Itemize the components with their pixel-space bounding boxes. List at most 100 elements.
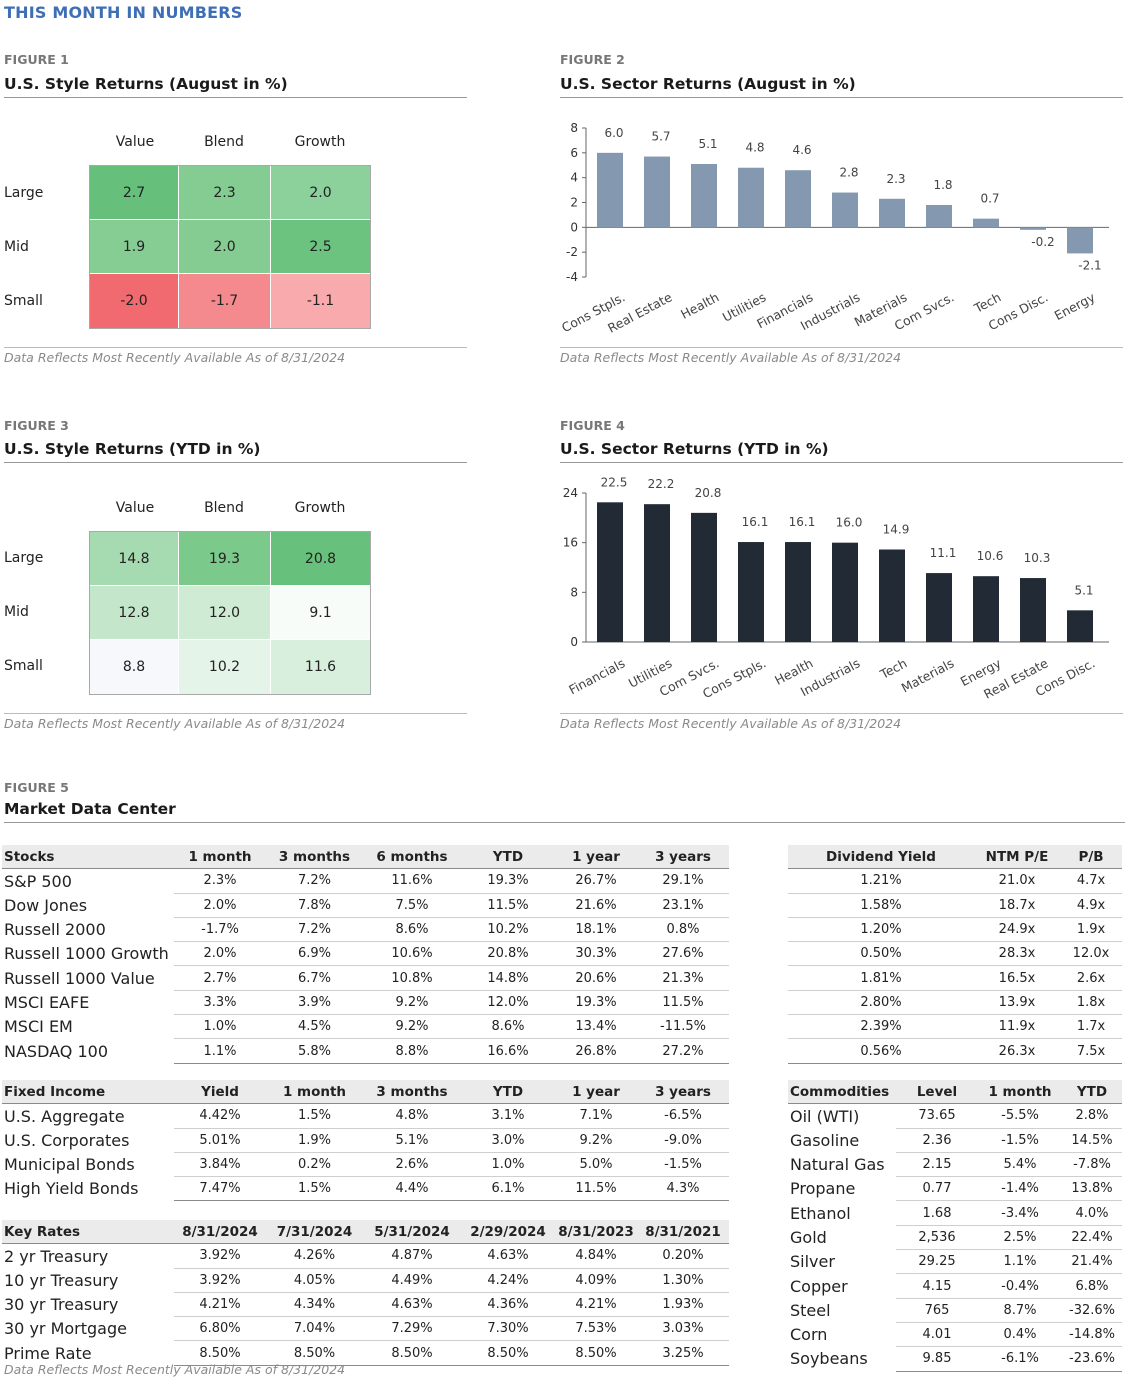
table-cell: 1.1% <box>174 1038 266 1064</box>
table-cell: -6.5% <box>637 1103 729 1129</box>
table-row: Municipal Bonds 3.84% 0.2% 2.6% 1.0% 5.0% -1.5… <box>2 1152 729 1178</box>
data-label: 5.7 <box>651 130 670 144</box>
y-tick-label: 2 <box>570 196 578 210</box>
table-cell: 21.4% <box>1062 1249 1122 1275</box>
table-cell: 6.9% <box>266 941 363 967</box>
table-cell: 6.80% <box>174 1316 266 1342</box>
table-cell: 6.7% <box>266 965 363 991</box>
table-cell: -7.8% <box>1062 1152 1122 1178</box>
fig1-cell-large-blend: 2.3 <box>179 166 271 220</box>
data-label: 0.7 <box>980 192 999 206</box>
table-cell: 9.2% <box>363 990 461 1016</box>
data-label: 22.5 <box>601 475 628 489</box>
category-label: Financials <box>566 655 627 697</box>
category-label: Energy <box>1052 289 1098 323</box>
table-cell: 2.7% <box>174 965 266 991</box>
column-header: Dividend Yield <box>788 845 974 870</box>
table-row: 30 yr Treasury 4.21% 4.34% 4.63% 4.36% 4.21% 1… <box>2 1292 729 1318</box>
table-cell: 13.9x <box>974 990 1060 1016</box>
table-cell: 2.8% <box>1062 1103 1122 1129</box>
table-cell: 11.5% <box>555 1176 637 1202</box>
figure-4-title-rule <box>560 462 1123 463</box>
fig1-col-value: Value <box>115 134 155 150</box>
table-cell: 4.15 <box>896 1273 978 1299</box>
table-cell: 9.2% <box>363 1014 461 1040</box>
bar <box>738 542 764 642</box>
fig3-cell-small-blend: 10.2 <box>179 640 271 694</box>
table-cell: 8.6% <box>363 917 461 943</box>
fig1-cell-mid-growth: 2.5 <box>271 220 370 274</box>
fig1-cell-mid-blend: 2.0 <box>179 220 271 274</box>
data-label: 16.1 <box>789 515 816 529</box>
fig1-style-grid: 2.7 2.3 2.0 1.9 2.0 2.5 -2.0 -1.7 -1.1 <box>89 165 371 329</box>
table-cell: -11.5% <box>637 1014 729 1040</box>
table-cell: 11.5% <box>461 893 555 918</box>
table-cell: 30.3% <box>555 941 637 967</box>
y-tick-label: 4 <box>570 171 578 185</box>
row-label: NASDAQ 100 <box>4 1041 108 1061</box>
table-cell: 26.3x <box>974 1038 1060 1064</box>
table-cell: 4.49% <box>363 1268 461 1293</box>
table-cell: -14.8% <box>1062 1322 1122 1348</box>
fig1-row-large: Large <box>4 185 44 201</box>
table-cell: 5.4% <box>978 1152 1062 1178</box>
row-label: Russell 1000 Growth <box>4 944 169 964</box>
data-label: 16.1 <box>742 515 769 529</box>
table-cell: 5.01% <box>174 1128 266 1153</box>
table-cell: 4.0% <box>1062 1200 1122 1226</box>
table-cell: 4.4% <box>363 1176 461 1202</box>
table-cell: 4.8% <box>363 1103 461 1129</box>
bar <box>785 170 811 228</box>
figure-1-title-rule <box>4 97 467 98</box>
table-row: 1.20% 24.9x 1.9x <box>788 917 1122 943</box>
table-cell: 12.0% <box>461 990 555 1016</box>
data-label: 10.6 <box>977 549 1004 563</box>
table-cell: 4.84% <box>555 1243 637 1269</box>
table-row: Gasoline 2.36 -1.5% 14.5% <box>788 1128 1122 1153</box>
column-header: Commodities <box>788 1080 896 1105</box>
fig1-cell-small-blend: -1.7 <box>179 274 271 328</box>
table-cell: 1.93% <box>637 1292 729 1318</box>
fig3-cell-mid-value: 12.8 <box>90 586 179 640</box>
figure-4-title: U.S. Sector Returns (YTD in %) <box>560 440 829 458</box>
data-label: 5.1 <box>698 137 717 151</box>
table-row: Corn 4.01 0.4% -14.8% <box>788 1322 1122 1348</box>
table-header-row: Dividend Yield NTM P/E P/B <box>788 845 1122 870</box>
table-cell: 1.5% <box>266 1176 363 1202</box>
column-header: Fixed Income <box>2 1080 174 1105</box>
table-cell: 1.81% <box>788 965 974 991</box>
column-header: 1 month <box>266 1080 363 1105</box>
table-cell: 0.20% <box>637 1243 729 1269</box>
column-header: 3 years <box>637 1080 729 1105</box>
table-cell: 8.50% <box>266 1340 363 1366</box>
bar <box>973 218 999 228</box>
table-cell: 9.85 <box>896 1346 978 1372</box>
data-label: 10.3 <box>1024 551 1051 565</box>
fig3-cell-small-growth: 11.6 <box>271 640 370 694</box>
table-cell: 10.2% <box>461 917 555 943</box>
table-cell: 0.2% <box>266 1152 363 1178</box>
table-cell: 5.0% <box>555 1152 637 1178</box>
fig3-cell-large-blend: 19.3 <box>179 532 271 586</box>
bar <box>879 198 905 228</box>
table-cell: 3.92% <box>174 1243 266 1269</box>
table-header-row: Key Rates 8/31/2024 7/31/2024 5/31/2024 2/29… <box>2 1220 729 1245</box>
category-label: Health <box>678 289 721 322</box>
data-label: 4.8 <box>745 141 764 155</box>
figure-4-label: FIGURE 4 <box>560 418 625 433</box>
page-title: THIS MONTH IN NUMBERS <box>4 3 243 22</box>
figure-5-title-rule <box>4 822 1125 823</box>
figure-3-bottom-rule <box>4 713 467 714</box>
table-row: 1.81% 16.5x 2.6x <box>788 965 1122 991</box>
table-row: 30 yr Mortgage 6.80% 7.04% 7.29% 7.30% 7.53% 3… <box>2 1316 729 1342</box>
table-cell: 27.6% <box>637 941 729 967</box>
column-header: P/B <box>1060 845 1122 870</box>
fig1-cell-small-value: -2.0 <box>90 274 179 328</box>
table-cell: 2.0% <box>174 941 266 967</box>
table-row: 10 yr Treasury 3.92% 4.05% 4.49% 4.24% 4.09% 1… <box>2 1268 729 1293</box>
row-label: Silver <box>790 1252 835 1272</box>
figure-2-note: Data Reflects Most Recently Available As… <box>560 350 902 365</box>
table-row: High Yield Bonds 7.47% 1.5% 4.4% 6.1% 11.5% 4.… <box>2 1176 729 1202</box>
data-label: 22.2 <box>648 477 675 491</box>
table-cell: 4.3% <box>637 1176 729 1202</box>
